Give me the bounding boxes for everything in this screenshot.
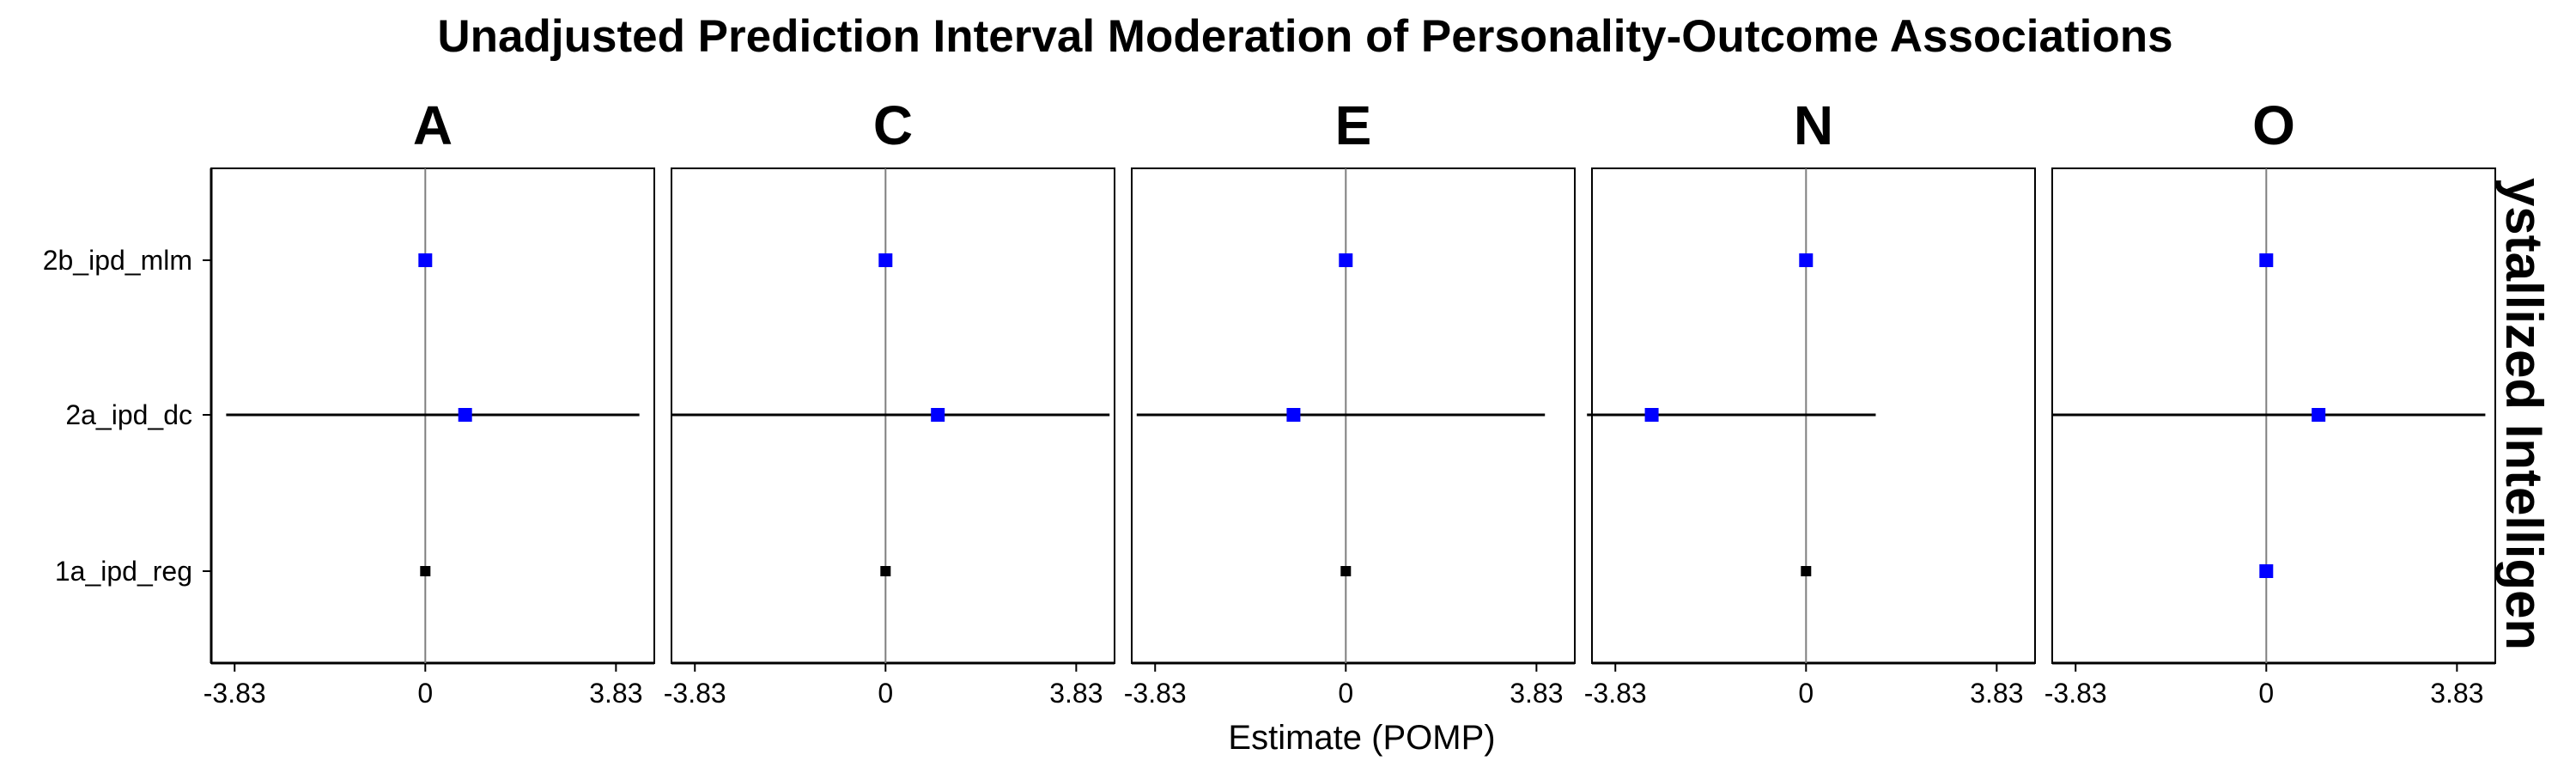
x-tick-label: -3.83	[1584, 678, 1647, 709]
point-estimate-1a_ipd_reg	[880, 566, 891, 576]
x-tick-label: 3.83	[1970, 678, 2023, 709]
x-tick-label: 3.83	[589, 678, 642, 709]
facet-label-N: N	[1794, 94, 1833, 156]
point-estimate-2a_ipd_dc	[2312, 408, 2326, 422]
y-tick-label-2a_ipd_dc: 2a_ipd_dc	[65, 399, 192, 430]
facet-label-C: C	[873, 94, 913, 156]
chart-title: Unadjusted Prediction Interval Moderatio…	[437, 11, 2172, 62]
x-tick-label: -3.83	[2044, 678, 2107, 709]
point-estimate-2a_ipd_dc	[931, 408, 945, 422]
point-estimate-1a_ipd_reg	[1801, 566, 1812, 576]
point-estimate-1a_ipd_reg	[1340, 566, 1352, 576]
facet-label-A: A	[413, 94, 453, 156]
point-estimate-2b_ipd_mlm	[418, 253, 433, 267]
x-tick-label: 3.83	[1510, 678, 1563, 709]
x-tick-label: -3.83	[664, 678, 726, 709]
point-estimate-2a_ipd_dc	[1286, 408, 1301, 422]
x-tick-label: 0	[1798, 678, 1814, 709]
point-estimate-2b_ipd_mlm	[1799, 253, 1814, 267]
x-tick-label: -3.83	[1124, 678, 1187, 709]
point-estimate-2b_ipd_mlm	[2259, 253, 2274, 267]
x-axis-title: Estimate (POMP)	[1228, 719, 1495, 757]
point-estimate-2a_ipd_dc	[458, 408, 472, 422]
y-tick-label-1a_ipd_reg: 1a_ipd_reg	[55, 556, 192, 587]
point-estimate-2b_ipd_mlm	[878, 253, 893, 267]
row-facet-label: ystallized Intelligen	[2495, 178, 2553, 650]
point-estimate-1a_ipd_reg	[420, 566, 431, 576]
facet-label-O: O	[2252, 94, 2295, 156]
x-tick-label: 0	[1338, 678, 1353, 709]
point-estimate-2a_ipd_dc	[1644, 408, 1659, 422]
x-tick-label: 3.83	[1049, 678, 1103, 709]
x-tick-label: 0	[2258, 678, 2274, 709]
point-estimate-2b_ipd_mlm	[1339, 253, 1353, 267]
facet-panel-N: N -3.83 0 3.83	[1584, 94, 2036, 709]
facet-panels: A -3.83 0 3.83 C -3.83 0 3.83 E -3.83 0 3.83 N -3.83 0…	[204, 94, 2496, 709]
facet-panel-E: E -3.83 0 3.83	[1124, 94, 1576, 709]
x-tick-label: 3.83	[2430, 678, 2483, 709]
x-tick-label: 0	[878, 678, 893, 709]
facet-panel-A: A -3.83 0 3.83	[204, 94, 655, 709]
point-estimate-1a_ipd_reg	[2259, 564, 2274, 578]
facet-panel-O: O -3.83 0 3.83	[2044, 94, 2496, 709]
y-axis: 2b_ipd_mlm 2a_ipd_dc 1a_ipd_reg	[43, 168, 213, 663]
facet-panel-C: C -3.83 0 3.83	[664, 94, 1115, 709]
y-tick-label-2b_ipd_mlm: 2b_ipd_mlm	[43, 245, 192, 276]
facet-label-E: E	[1335, 94, 1372, 156]
x-tick-label: 0	[417, 678, 433, 709]
x-tick-label: -3.83	[204, 678, 266, 709]
